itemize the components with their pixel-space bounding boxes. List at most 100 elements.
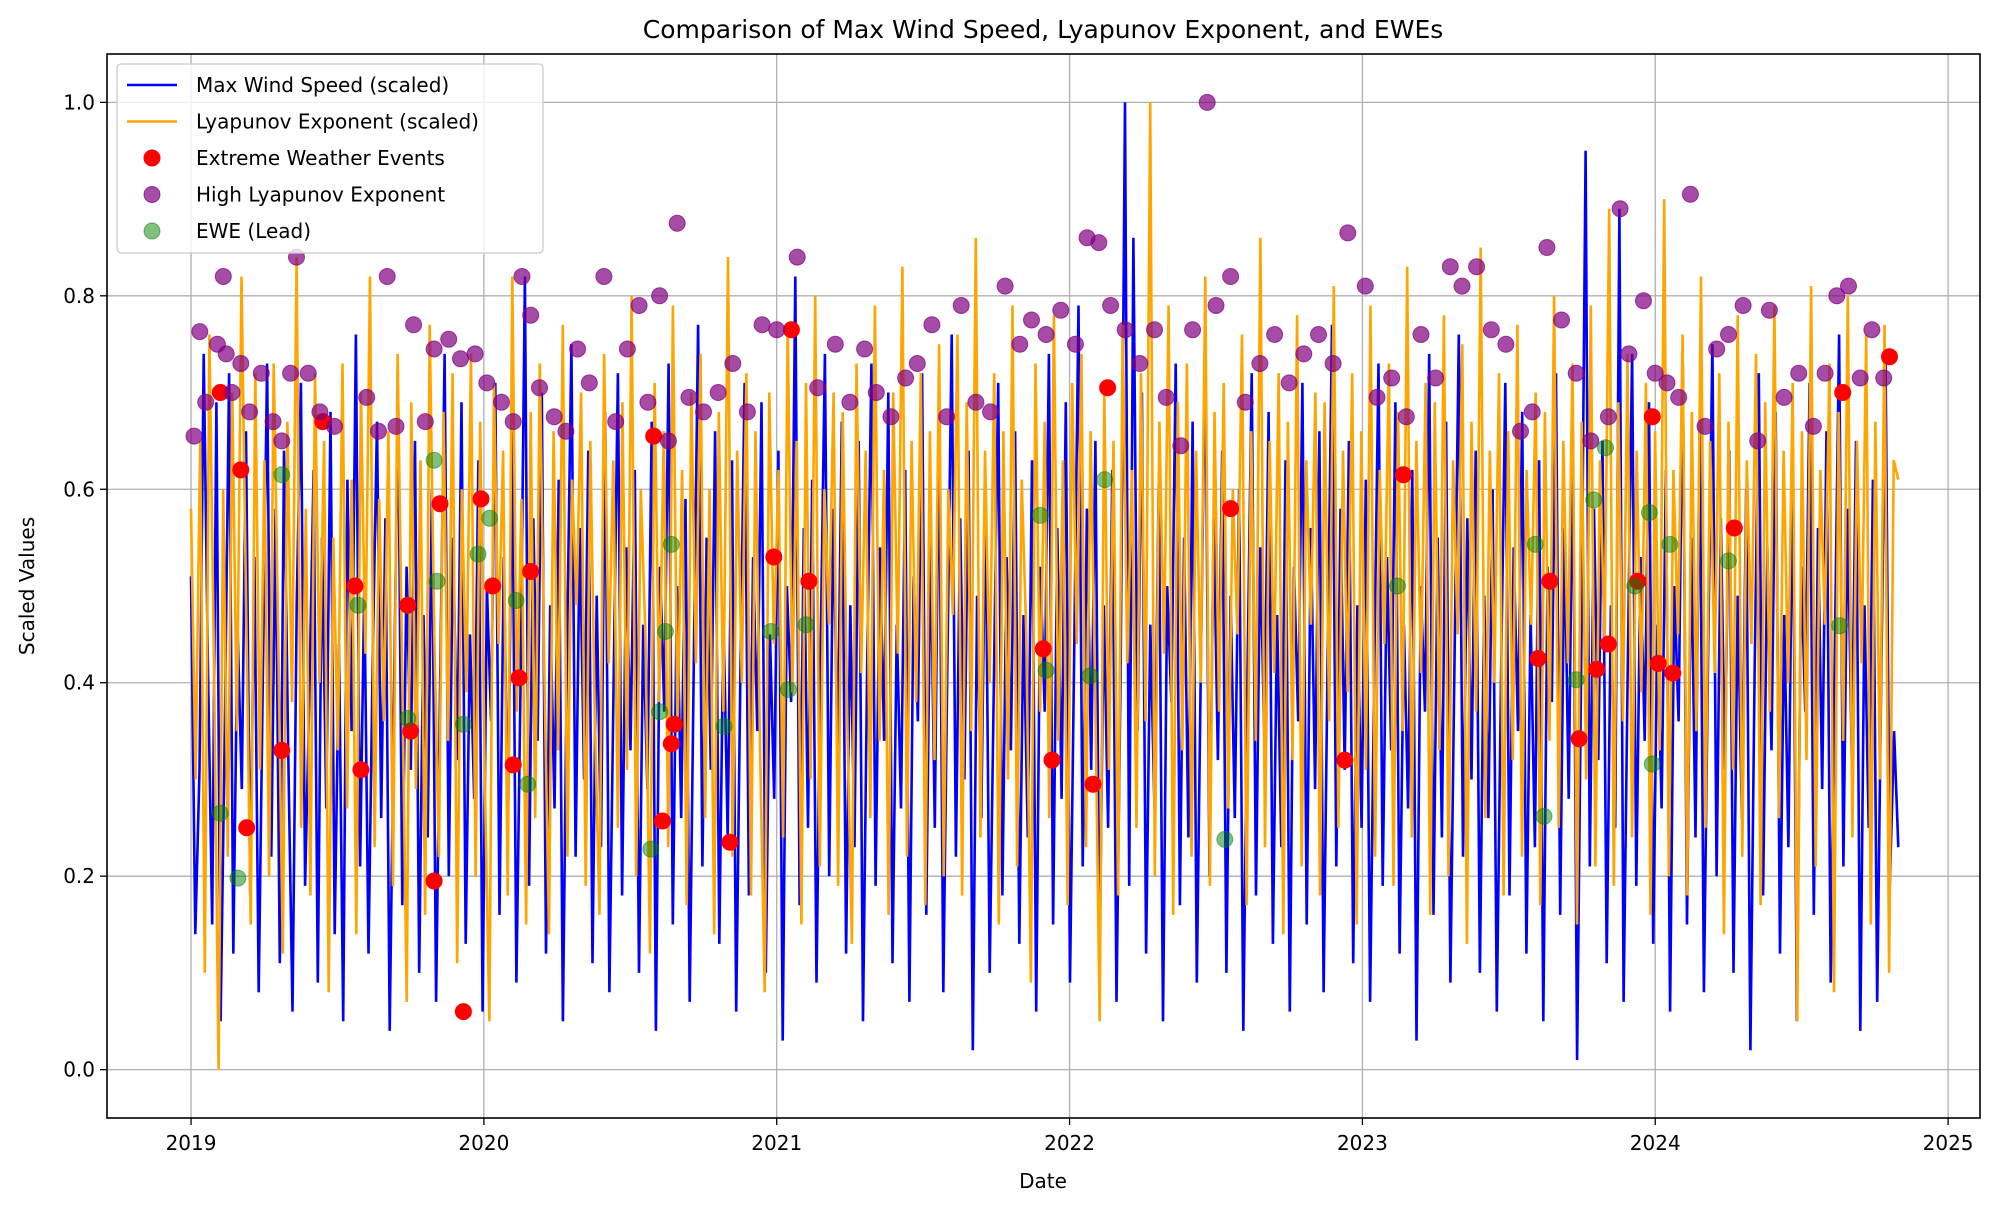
ewe-lead-points — [211, 439, 1849, 887]
ewe-lead-point — [211, 804, 229, 822]
ewe-point — [1588, 660, 1606, 678]
high-lyapunov-point — [1453, 277, 1471, 295]
high-lyapunov-point — [1222, 268, 1240, 285]
high-lyapunov-point — [639, 393, 657, 411]
high-lyapunov-point — [1620, 345, 1638, 363]
high-lyapunov-point — [1553, 311, 1570, 329]
high-lyapunov-point — [738, 403, 756, 421]
ewe-point — [665, 715, 683, 733]
legend-dot-swatch — [143, 222, 161, 240]
high-lyapunov-point — [223, 384, 241, 401]
high-lyapunov-point — [1567, 364, 1585, 382]
high-lyapunov-point — [1696, 417, 1714, 435]
high-lyapunov-point — [1412, 326, 1430, 343]
high-lyapunov-point — [1324, 355, 1342, 372]
high-lyapunov-point — [1023, 311, 1040, 329]
legend-label: Max Wind Speed (scaled) — [196, 73, 449, 97]
high-lyapunov-point — [1383, 369, 1401, 387]
high-lyapunov-point — [478, 374, 496, 392]
ewe-point — [484, 577, 502, 595]
legend-item-lyapunov-exponent: Lyapunov Exponent (scaled) — [127, 110, 479, 134]
ewe-point — [721, 833, 739, 851]
high-lyapunov-point — [217, 345, 235, 363]
high-lyapunov-point — [768, 321, 786, 339]
high-lyapunov-point — [1599, 408, 1617, 426]
ewe-lead-point — [1526, 535, 1544, 553]
high-lyapunov-point — [1875, 369, 1893, 387]
ewe-point — [431, 495, 449, 513]
high-lyapunov-point — [595, 268, 613, 285]
high-lyapunov-point — [1251, 355, 1269, 372]
high-lyapunov-point — [545, 408, 563, 426]
high-lyapunov-point — [1441, 258, 1459, 276]
ewe-lead-point — [1037, 661, 1055, 679]
ewe-lead-point — [1831, 617, 1849, 635]
high-lyapunov-point — [440, 330, 458, 348]
y-axis: 0.0 0.2 0.4 0.6 0.8 1.0 — [63, 90, 107, 1082]
high-lyapunov-point — [618, 340, 636, 358]
high-lyapunov-point — [387, 417, 405, 435]
ewe-point — [1834, 384, 1852, 401]
legend-label: Extreme Weather Events — [196, 146, 445, 170]
legend-label: Lyapunov Exponent (scaled) — [196, 110, 479, 134]
high-lyapunov-point — [1236, 393, 1254, 411]
ewe-point — [1649, 654, 1667, 672]
high-lyapunov-point — [185, 427, 203, 445]
high-lyapunov-point — [1523, 403, 1541, 421]
ewe-lead-point — [1626, 577, 1644, 595]
ewe-point — [399, 596, 417, 614]
plot-area — [185, 93, 1900, 1070]
high-lyapunov-point — [630, 297, 648, 314]
legend-dot-swatch — [143, 186, 161, 203]
high-lyapunov-point — [1497, 335, 1515, 353]
high-lyapunov-point — [1851, 369, 1869, 387]
ewe-lead-point — [1661, 535, 1679, 553]
high-lyapunov-point — [867, 384, 885, 401]
high-lyapunov-point — [1011, 335, 1029, 353]
high-lyapunov-point — [788, 248, 806, 266]
high-lyapunov-point — [1184, 321, 1202, 339]
ewe-point — [510, 669, 528, 687]
ewe-points — [211, 321, 1898, 1021]
high-lyapunov-point — [856, 340, 874, 358]
y-tick-label: 0.0 — [63, 1058, 95, 1082]
high-lyapunov-point — [504, 413, 522, 431]
ewe-point — [1043, 751, 1061, 769]
high-lyapunov-point — [809, 379, 827, 397]
legend-item-max-wind-speed: Max Wind Speed (scaled) — [127, 73, 449, 97]
high-lyapunov-point — [452, 350, 469, 368]
x-tick-label: 2019 — [166, 1131, 217, 1155]
high-lyapunov-point — [1280, 374, 1298, 392]
high-lyapunov-point — [1708, 340, 1726, 358]
high-lyapunov-point — [923, 316, 941, 334]
high-lyapunov-point — [1760, 301, 1778, 319]
high-lyapunov-point — [724, 355, 742, 372]
legend-label: EWE (Lead) — [196, 219, 311, 243]
ewe-lead-point — [425, 451, 443, 469]
ewe-lead-point — [1567, 671, 1585, 689]
ewe-point — [454, 1003, 472, 1021]
high-lyapunov-point — [1681, 185, 1699, 203]
high-lyapunov-point — [232, 355, 250, 372]
ewe-point — [522, 563, 540, 580]
high-lyapunov-point — [1356, 277, 1374, 295]
high-lyapunov-point — [1734, 297, 1752, 314]
ewe-lead-point — [779, 681, 797, 698]
high-lyapunov-point — [1468, 258, 1486, 276]
ewe-lead-point — [229, 869, 247, 887]
high-lyapunov-point — [1749, 432, 1767, 450]
y-tick-label: 0.6 — [63, 477, 95, 501]
ewe-lead-point — [651, 703, 669, 721]
ewe-point — [765, 548, 783, 566]
high-lyapunov-point — [695, 403, 712, 421]
high-lyapunov-point — [252, 364, 270, 382]
ewe-point — [472, 490, 490, 508]
ewe-point — [1099, 379, 1117, 397]
high-lyapunov-point — [607, 413, 625, 431]
x-tick-label: 2022 — [1044, 1131, 1095, 1155]
high-lyapunov-point — [282, 364, 300, 382]
series-line-lyapunov-exponent — [189, 102, 1900, 1070]
high-lyapunov-point — [1066, 335, 1084, 353]
y-axis-label: Scaled Values — [15, 517, 39, 655]
high-lyapunov-point — [513, 268, 531, 285]
